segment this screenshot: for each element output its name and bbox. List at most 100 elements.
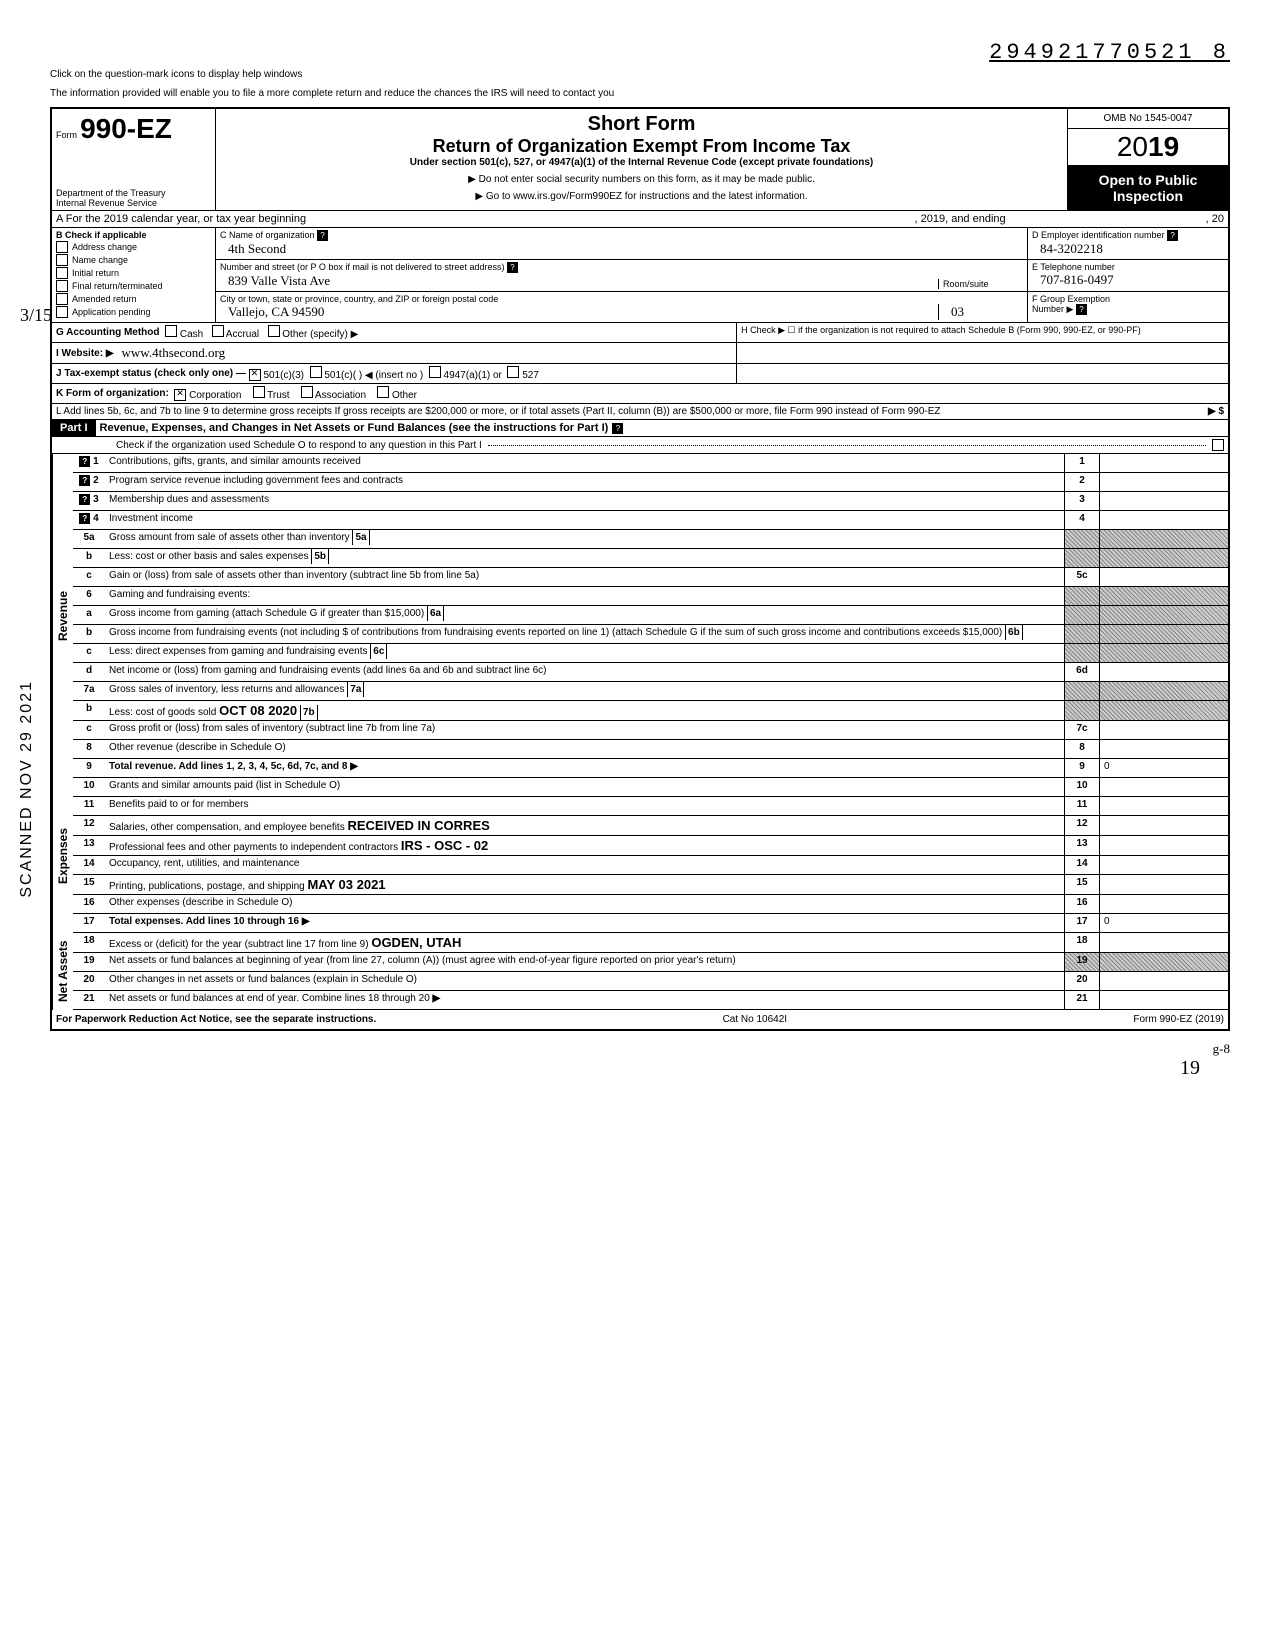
- checkbox[interactable]: [56, 280, 68, 292]
- line-row: 13 Professional fees and other payments …: [73, 836, 1228, 856]
- checkbox[interactable]: [249, 369, 261, 381]
- line-row: 19 Net assets or fund balances at beginn…: [73, 953, 1228, 972]
- checkbox[interactable]: [268, 325, 280, 337]
- help-icon[interactable]: ?: [317, 230, 328, 241]
- f-label2: Number ▶: [1032, 304, 1073, 314]
- line-text: Total expenses. Add lines 10 through 16 …: [105, 914, 1064, 932]
- checkbox[interactable]: [56, 267, 68, 279]
- checkbox[interactable]: [174, 389, 186, 401]
- help-icon[interactable]: ?: [79, 494, 90, 505]
- right-box-val: [1099, 933, 1228, 952]
- right-box-num: 13: [1064, 836, 1099, 855]
- ein-value: 84-3202218: [1040, 241, 1103, 256]
- section-b-c-d: B Check if applicable Address changeName…: [52, 228, 1228, 323]
- checkbox[interactable]: [507, 366, 519, 378]
- checkbox[interactable]: [212, 325, 224, 337]
- right-box-num: [1064, 549, 1099, 567]
- part1-checkbox[interactable]: [1212, 439, 1224, 451]
- line-number: 9: [73, 759, 105, 777]
- goto-line: ▶ Go to www.irs.gov/Form990EZ for instru…: [224, 191, 1059, 202]
- line-text: Other expenses (describe in Schedule O): [105, 895, 1064, 913]
- right-box-val: [1099, 625, 1228, 643]
- margin-annotation: 3/15: [20, 305, 52, 326]
- help-text-1: Click on the question-mark icons to disp…: [50, 69, 1230, 80]
- checkbox[interactable]: [56, 241, 68, 253]
- header-row: Form 990-EZ Department of the Treasury I…: [52, 109, 1228, 211]
- inner-box-val: [370, 530, 374, 545]
- form-number: 990-EZ: [80, 113, 172, 144]
- inner-box-num: 7a: [347, 682, 364, 697]
- stamp: IRS - OSC - 02: [401, 838, 488, 853]
- right-box-num: 19: [1064, 953, 1099, 971]
- row-h: H Check ▶ ☐ if the organization is not r…: [737, 323, 1228, 342]
- line-number: ? 1: [73, 454, 105, 472]
- part1-title: Revenue, Expenses, and Changes in Net As…: [96, 420, 613, 436]
- right-box-val: 0: [1099, 759, 1228, 777]
- help-icon[interactable]: ?: [1076, 304, 1087, 315]
- right-box-num: [1064, 625, 1099, 643]
- help-icon[interactable]: ?: [612, 423, 623, 434]
- line-row: 21 Net assets or fund balances at end of…: [73, 991, 1228, 1010]
- row-k-label: K Form of organization:: [56, 388, 169, 399]
- dept-irs: Internal Revenue Service: [56, 198, 166, 208]
- row-i-label: I Website: ▶: [56, 348, 114, 359]
- right-box-num: 2: [1064, 473, 1099, 491]
- help-icon[interactable]: ?: [1167, 230, 1178, 241]
- right-box-num: [1064, 701, 1099, 720]
- line-number: c: [73, 644, 105, 662]
- right-box-val: [1099, 530, 1228, 548]
- checkbox[interactable]: [429, 366, 441, 378]
- stamp: OCT 08 2020: [219, 703, 297, 718]
- help-icon[interactable]: ?: [507, 262, 518, 273]
- right-box-num: [1064, 682, 1099, 700]
- netassets-side-label: Net Assets: [52, 933, 73, 1010]
- right-box-val: 0: [1099, 914, 1228, 932]
- checkbox[interactable]: [310, 366, 322, 378]
- row-a-label: A For the 2019 calendar year, or tax yea…: [56, 213, 306, 225]
- e-label: E Telephone number: [1032, 262, 1224, 272]
- help-icon[interactable]: ?: [79, 475, 90, 486]
- right-box-val: [1099, 875, 1228, 894]
- help-text-2: The information provided will enable you…: [50, 88, 1230, 99]
- row-l-text: L Add lines 5b, 6c, and 7b to line 9 to …: [56, 406, 941, 417]
- checkbox[interactable]: [165, 325, 177, 337]
- checkbox[interactable]: [56, 306, 68, 318]
- right-box-val: [1099, 511, 1228, 529]
- title-main: Return of Organization Exempt From Incom…: [224, 136, 1059, 157]
- right-box-num: [1064, 606, 1099, 624]
- help-icon[interactable]: ?: [79, 513, 90, 524]
- line-number: 16: [73, 895, 105, 913]
- right-box-val: [1099, 663, 1228, 681]
- right-box-val: [1099, 721, 1228, 739]
- line-text: Printing, publications, postage, and shi…: [105, 875, 1064, 894]
- omb-number: OMB No 1545-0047: [1068, 109, 1228, 129]
- line-row: c Gross profit or (loss) from sales of i…: [73, 721, 1228, 740]
- line-text: Other changes in net assets or fund bala…: [105, 972, 1064, 990]
- line-row: 20 Other changes in net assets or fund b…: [73, 972, 1228, 991]
- org-name-value: 4th Second: [228, 241, 286, 256]
- checkbox[interactable]: [377, 386, 389, 398]
- website-value: www.4thsecond.org: [122, 345, 226, 361]
- form-container: Form 990-EZ Department of the Treasury I…: [50, 107, 1230, 1031]
- right-box-val: [1099, 816, 1228, 835]
- line-text: Salaries, other compensation, and employ…: [105, 816, 1064, 835]
- initials: g-8: [58, 1041, 1230, 1057]
- right-box-val: [1099, 492, 1228, 510]
- footer-mid: Cat No 10642I: [723, 1014, 788, 1025]
- inner-box-val: [387, 644, 391, 659]
- room-label: Room/suite: [943, 279, 1023, 289]
- right-box-val: [1099, 895, 1228, 913]
- line-text: Less: cost or other basis and sales expe…: [105, 549, 1064, 567]
- checkbox[interactable]: [56, 293, 68, 305]
- checkbox[interactable]: [253, 386, 265, 398]
- checkbox[interactable]: [56, 254, 68, 266]
- line-text: Gross income from gaming (attach Schedul…: [105, 606, 1064, 624]
- checkbox[interactable]: [301, 386, 313, 398]
- option-label: 501(c)(3): [263, 370, 304, 381]
- line-number: 21: [73, 991, 105, 1009]
- right-box-num: [1064, 587, 1099, 605]
- line-row: 15 Printing, publications, postage, and …: [73, 875, 1228, 895]
- option-label: Cash: [180, 329, 203, 340]
- help-icon[interactable]: ?: [79, 456, 90, 467]
- right-box-val: [1099, 778, 1228, 796]
